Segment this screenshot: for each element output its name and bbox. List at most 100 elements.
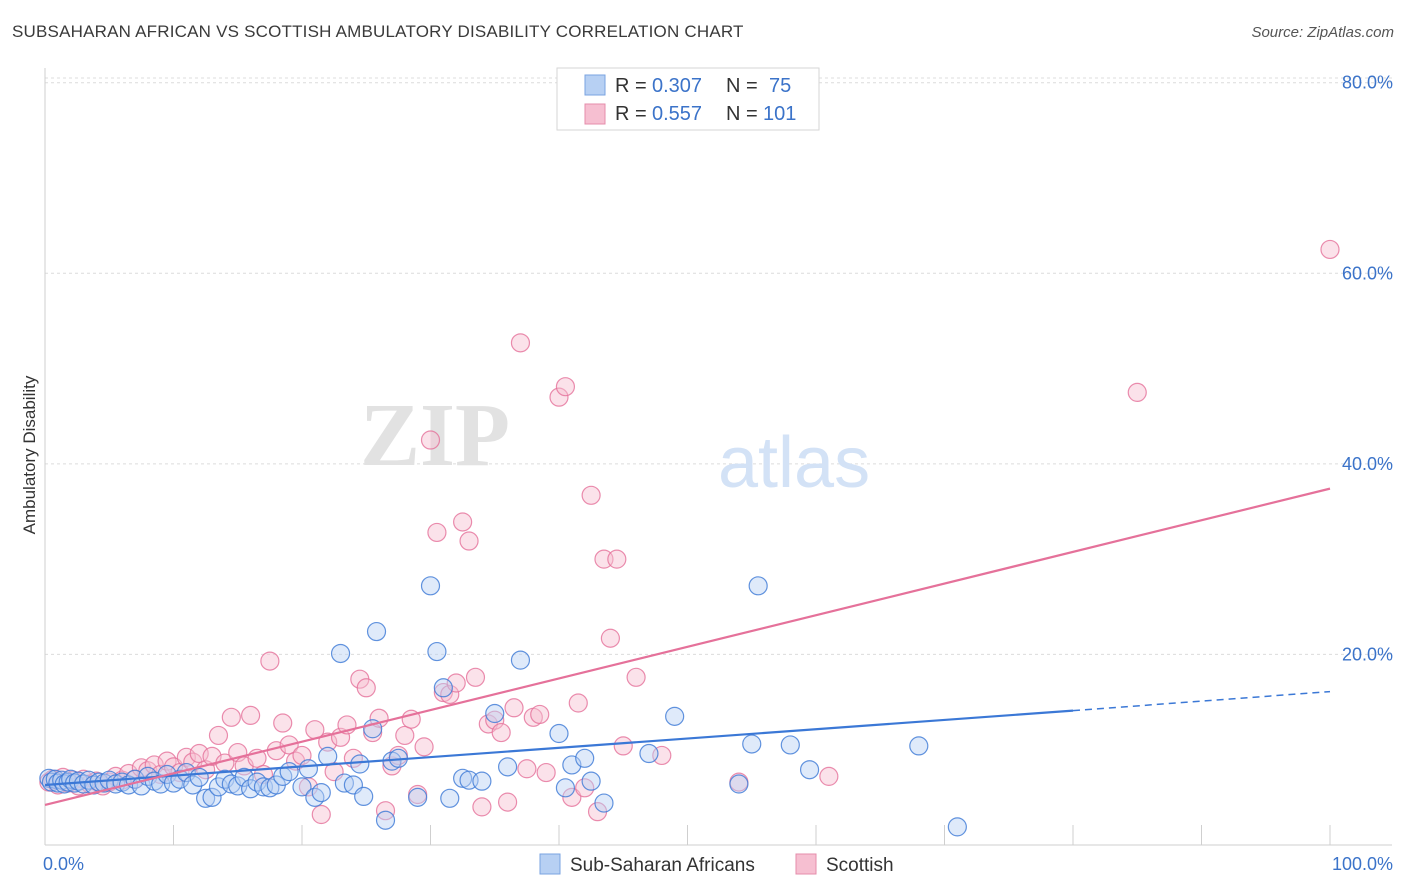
scottish-point (427, 522, 447, 543)
legend-n-value-2: 101 (763, 103, 796, 125)
legend-n-label-2: N = (726, 103, 758, 125)
y-tick-label: 40.0% (1342, 454, 1393, 474)
scottish-point (607, 549, 627, 569)
scottish-point (453, 512, 473, 532)
scottish-point (1127, 382, 1147, 402)
subsaharan-point (354, 786, 374, 807)
scottish-point (273, 713, 293, 733)
scottish-point (562, 787, 582, 807)
subsaharan-point (73, 774, 94, 794)
subsaharan-point (485, 703, 505, 724)
grid-lines (45, 77, 1392, 655)
scottish-point (568, 693, 588, 713)
subsaharan-point (742, 734, 762, 754)
subsaharan-point (748, 576, 768, 596)
subsaharan-point (729, 774, 749, 794)
scottish-point (491, 722, 511, 743)
y-tick-label: 20.0% (1342, 644, 1393, 664)
subsaharan-point (350, 754, 370, 774)
y-tick-label: 60.0% (1342, 263, 1393, 283)
y-tick-label: 80.0% (1342, 73, 1393, 93)
subsaharan-point (549, 723, 569, 744)
subsaharan-point (639, 743, 659, 764)
subsaharan-point (799, 760, 820, 780)
watermark-zip: ZIP (360, 386, 510, 485)
subsaharan-point (279, 762, 299, 782)
legend-box: R = 0.307 N = 75 R = 0.557 N = 101 (556, 67, 820, 131)
subsaharan-point (375, 810, 396, 830)
scottish-point (536, 762, 556, 783)
chart-title: SUBSAHARAN AFRICAN VS SCOTTISH AMBULATOR… (12, 22, 744, 41)
scottish-point (465, 667, 486, 687)
subsaharan-point (555, 778, 576, 798)
subsaharan-point (311, 782, 331, 803)
scottish-point (356, 678, 376, 698)
scottish-point (485, 710, 505, 730)
scottish-point (414, 737, 434, 757)
scottish-point (510, 333, 531, 353)
subsaharan-point (510, 650, 531, 670)
bottom-legend-swatch-pink (795, 853, 817, 875)
subsaharan-point (575, 748, 595, 768)
subsaharan-point (472, 771, 492, 791)
bottom-legend-label-pink: Scottish (826, 855, 894, 876)
scottish-point (395, 725, 415, 746)
subsaharan-point (440, 788, 460, 808)
watermark-atlas: atlas (718, 423, 870, 503)
subsaharan-point (780, 735, 800, 755)
scottish-point (819, 766, 839, 786)
legend-r-value-2: 0.557 (652, 103, 702, 125)
scottish-trend-line (44, 487, 1331, 807)
subsaharan-point (189, 767, 209, 787)
legend-n-label-1: N = (726, 75, 758, 97)
subsaharan-point (183, 775, 203, 795)
scottish-point (613, 736, 633, 756)
scottish-point (459, 531, 479, 551)
y-tick-labels: 20.0% 40.0% 60.0% 80.0% (1342, 73, 1393, 665)
scottish-point (555, 377, 576, 397)
subsaharan-point (202, 787, 222, 807)
subsaharan-point (234, 767, 254, 787)
scottish-point (1320, 239, 1340, 260)
scottish-point (504, 698, 524, 718)
scottish-point (600, 628, 621, 648)
subsaharan-point (947, 817, 967, 837)
subsaharan-point (581, 771, 601, 791)
subsaharan-point (408, 787, 428, 807)
subsaharan-point (196, 788, 216, 808)
x-tick-labels: 0.0% 100.0% (43, 854, 1393, 874)
scottish-point (420, 430, 441, 450)
subsaharan-point (594, 793, 614, 813)
scottish-point (581, 485, 601, 505)
subsaharan-point (433, 678, 453, 698)
scottish-point (549, 387, 569, 407)
legend-n-value-1: 75 (769, 75, 791, 97)
scottish-point (517, 759, 537, 779)
subsaharan-point (318, 746, 338, 766)
subsaharan-point (366, 621, 387, 642)
scottish-point (144, 755, 164, 775)
legend-r-value-1: 0.307 (652, 75, 702, 97)
scottish-point (311, 804, 331, 825)
bottom-legend-label-blue: Sub-Saharan Africans (570, 855, 755, 876)
subsaharan-point (298, 759, 319, 779)
subsaharan-trend-extension (1072, 690, 1331, 712)
scottish-point (241, 705, 261, 726)
subsaharan-point (292, 777, 312, 797)
scottish-point (498, 792, 518, 812)
scottish-point (626, 667, 646, 687)
subsaharan-point (420, 576, 441, 596)
scottish-point (208, 725, 229, 746)
scottish-point (221, 707, 241, 727)
subsaharan-trend-line (44, 709, 1074, 787)
source-label: Source: ZipAtlas.com (1251, 24, 1394, 41)
x-tick-label-min: 0.0% (43, 854, 84, 874)
x-tick-label-max: 100.0% (1332, 854, 1393, 874)
bottom-legend-swatch-blue (539, 853, 561, 875)
scottish-point (530, 704, 550, 725)
legend-r-label-2: R = (615, 103, 647, 125)
legend-swatch-blue (584, 74, 606, 96)
trend-lines (44, 487, 1331, 807)
subsaharan-point (498, 757, 518, 777)
